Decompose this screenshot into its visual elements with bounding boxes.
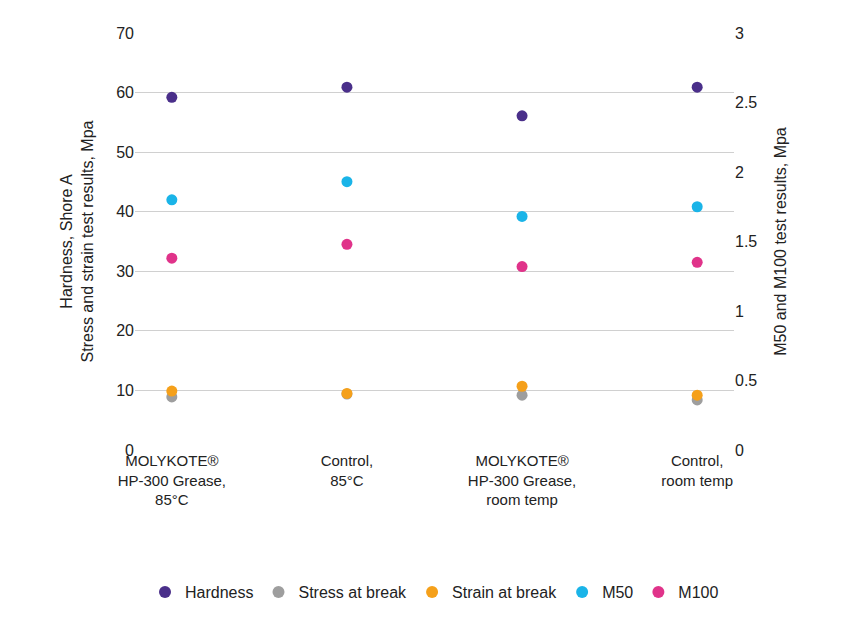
svg-text:10: 10: [116, 382, 134, 399]
svg-text:MOLYKOTE®HP-300 Grease,85°C: MOLYKOTE®HP-300 Grease,85°C: [118, 452, 226, 508]
svg-text:2: 2: [735, 164, 744, 181]
svg-text:Control,room temp: Control,room temp: [661, 452, 733, 489]
svg-text:0.5: 0.5: [735, 372, 757, 389]
svg-text:Stress at break: Stress at break: [298, 584, 407, 601]
svg-text:40: 40: [116, 203, 134, 220]
svg-text:M50 and M100 test results, Mpa: M50 and M100 test results, Mpa: [772, 127, 789, 356]
svg-text:Hardness, Shore AStress and st: Hardness, Shore AStress and strain test …: [58, 120, 96, 362]
svg-text:0: 0: [735, 442, 744, 459]
svg-text:1: 1: [735, 303, 744, 320]
svg-text:70: 70: [116, 25, 134, 42]
svg-text:2.5: 2.5: [735, 94, 757, 111]
svg-text:0: 0: [125, 442, 134, 459]
svg-text:1.5: 1.5: [735, 233, 757, 250]
svg-text:Hardness: Hardness: [185, 584, 253, 601]
svg-text:Strain at break: Strain at break: [452, 584, 557, 601]
svg-text:MOLYKOTE®HP-300 Grease,room te: MOLYKOTE®HP-300 Grease,room temp: [468, 452, 576, 508]
svg-text:20: 20: [116, 322, 134, 339]
svg-text:60: 60: [116, 84, 134, 101]
svg-text:30: 30: [116, 263, 134, 280]
svg-text:Control,85°C: Control,85°C: [321, 452, 374, 489]
svg-text:50: 50: [116, 144, 134, 161]
svg-text:3: 3: [735, 25, 744, 42]
svg-text:M50: M50: [602, 584, 633, 601]
svg-text:M100: M100: [678, 584, 718, 601]
